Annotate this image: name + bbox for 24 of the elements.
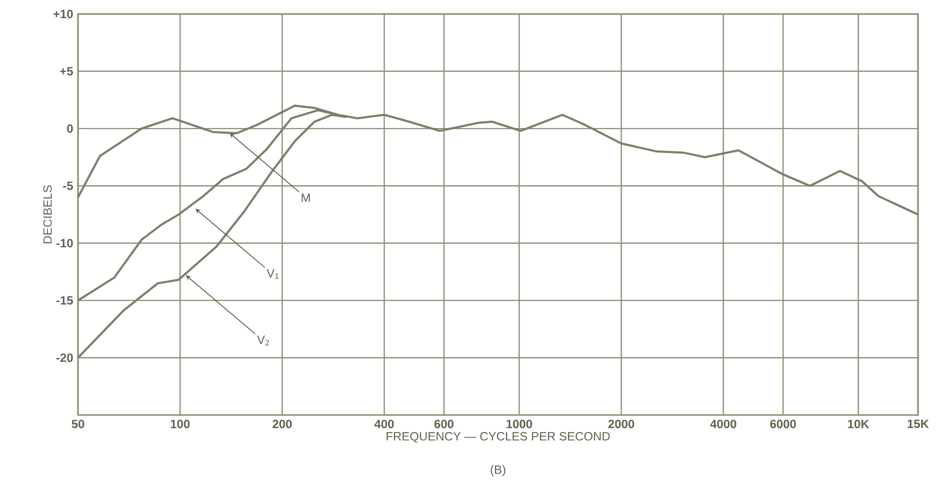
y-tick-label: +10 bbox=[53, 10, 73, 18]
x-tick-label: 100 bbox=[170, 420, 190, 428]
x-tick-label: 600 bbox=[434, 420, 454, 428]
annotation: V$_{1}$ bbox=[266, 269, 279, 279]
x-tick-label: 200 bbox=[272, 420, 292, 428]
y-tick-label: 0 bbox=[67, 124, 73, 133]
y-tick-label: -20 bbox=[56, 353, 73, 362]
y-tick-label: +5 bbox=[60, 67, 73, 76]
y-axis-title: DECIBELS bbox=[43, 185, 52, 244]
text: (B) bbox=[490, 465, 506, 476]
x-tick-label: 10K bbox=[848, 420, 870, 428]
x-axis-title: FREQUENCY — CYCLES PER SECOND bbox=[386, 432, 610, 443]
x-tick-label: 50 bbox=[72, 420, 84, 428]
y-tick-label: -10 bbox=[56, 238, 73, 248]
x-tick-label: 4000 bbox=[710, 420, 736, 428]
x-tick-label: 400 bbox=[374, 420, 394, 428]
x-tick-label: 6000 bbox=[770, 420, 796, 428]
x-tick-label: 15K bbox=[908, 420, 929, 428]
y-tick-label: -15 bbox=[56, 296, 73, 305]
annotation: V$_{2}$ bbox=[257, 336, 270, 346]
x-tick-label: 2000 bbox=[608, 420, 634, 428]
annotation: M bbox=[302, 194, 310, 202]
x-tick-label: 1000 bbox=[506, 420, 532, 428]
y-tick-label: -5 bbox=[63, 182, 73, 190]
